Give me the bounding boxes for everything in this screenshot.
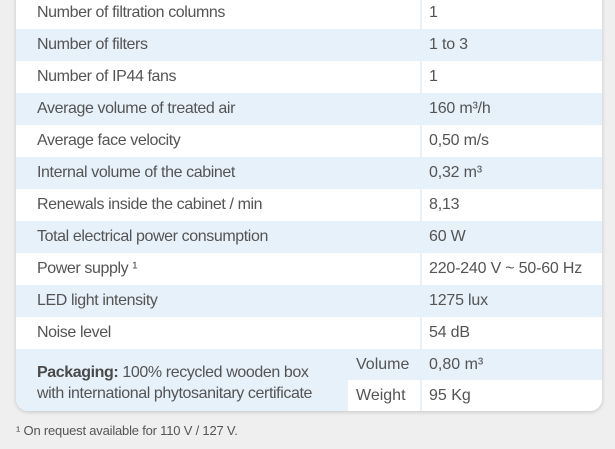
spec-row: LED light intensity 1275 lux — [16, 285, 602, 317]
volume-label: Volume — [356, 356, 410, 373]
spec-label: Number of filters — [37, 36, 148, 53]
spec-value: 1275 lux — [429, 292, 488, 309]
spec-label: Power supply ¹ — [37, 260, 138, 277]
packaging-volume-row: Volume 0,80 m³ — [346, 349, 602, 380]
spec-row: Internal volume of the cabinet 0,32 m³ — [16, 157, 602, 189]
spec-label: Total electrical power consumption — [37, 228, 268, 245]
spec-label: Internal volume of the cabinet — [37, 164, 235, 181]
column-divider — [420, 0, 422, 411]
spec-value: 54 dB — [429, 324, 470, 341]
spec-row: Average volume of treated air 160 m³/h — [16, 93, 602, 125]
spec-row: Power supply ¹ 220-240 V ~ 50-60 Hz — [16, 253, 602, 285]
spec-label: LED light intensity — [37, 292, 158, 309]
spec-value: 160 m³/h — [429, 100, 491, 117]
spec-value: 0,32 m³ — [429, 164, 482, 181]
volume-value: 0,80 m³ — [429, 356, 484, 373]
spec-value: 1 — [429, 4, 438, 21]
spec-row: Total electrical power consumption 60 W — [16, 221, 602, 253]
spec-value: 60 W — [429, 228, 466, 245]
packaging-title: Packaging: — [37, 364, 119, 381]
weight-value: 95 Kg — [429, 387, 471, 404]
spec-label: Number of filtration columns — [37, 4, 225, 21]
spec-label: Number of IP44 fans — [37, 68, 177, 85]
specifications-table: Number of filtration columns 1 Number of f… — [16, 0, 602, 411]
spec-row: Number of filtration columns 1 — [16, 0, 602, 29]
footnote: ¹ On request available for 110 V / 127 V… — [16, 423, 238, 438]
spec-label: Average face velocity — [37, 132, 181, 149]
spec-value: 8,13 — [429, 196, 460, 213]
spec-label: Noise level — [37, 324, 111, 341]
spec-row: Average face velocity 0,50 m/s — [16, 125, 602, 157]
weight-label: Weight — [356, 387, 406, 404]
spec-value: 220-240 V ~ 50-60 Hz — [429, 260, 582, 277]
packaging-description-cell: Packaging: 100% recycled wooden box with… — [16, 349, 346, 411]
spec-row: Noise level 54 dB — [16, 317, 602, 349]
packaging-row: Packaging: 100% recycled wooden box with… — [16, 349, 602, 411]
packaging-text-2: with international phytosanitary certifi… — [37, 385, 312, 402]
spec-label: Average volume of treated air — [37, 100, 236, 117]
packaging-description: Packaging: 100% recycled wooden box with… — [37, 362, 312, 404]
spec-row: Number of filters 1 to 3 — [16, 29, 602, 61]
spec-row: Renewals inside the cabinet / min 8,13 — [16, 189, 602, 221]
spec-row: Number of IP44 fans 1 — [16, 61, 602, 93]
packaging-divider — [346, 349, 348, 411]
spec-label: Renewals inside the cabinet / min — [37, 196, 263, 213]
spec-value: 0,50 m/s — [429, 132, 489, 149]
packaging-text-1: 100% recycled wooden box — [118, 364, 309, 381]
spec-value: 1 to 3 — [429, 36, 468, 53]
spec-value: 1 — [429, 68, 438, 85]
packaging-weight-row: Weight 95 Kg — [346, 380, 602, 411]
